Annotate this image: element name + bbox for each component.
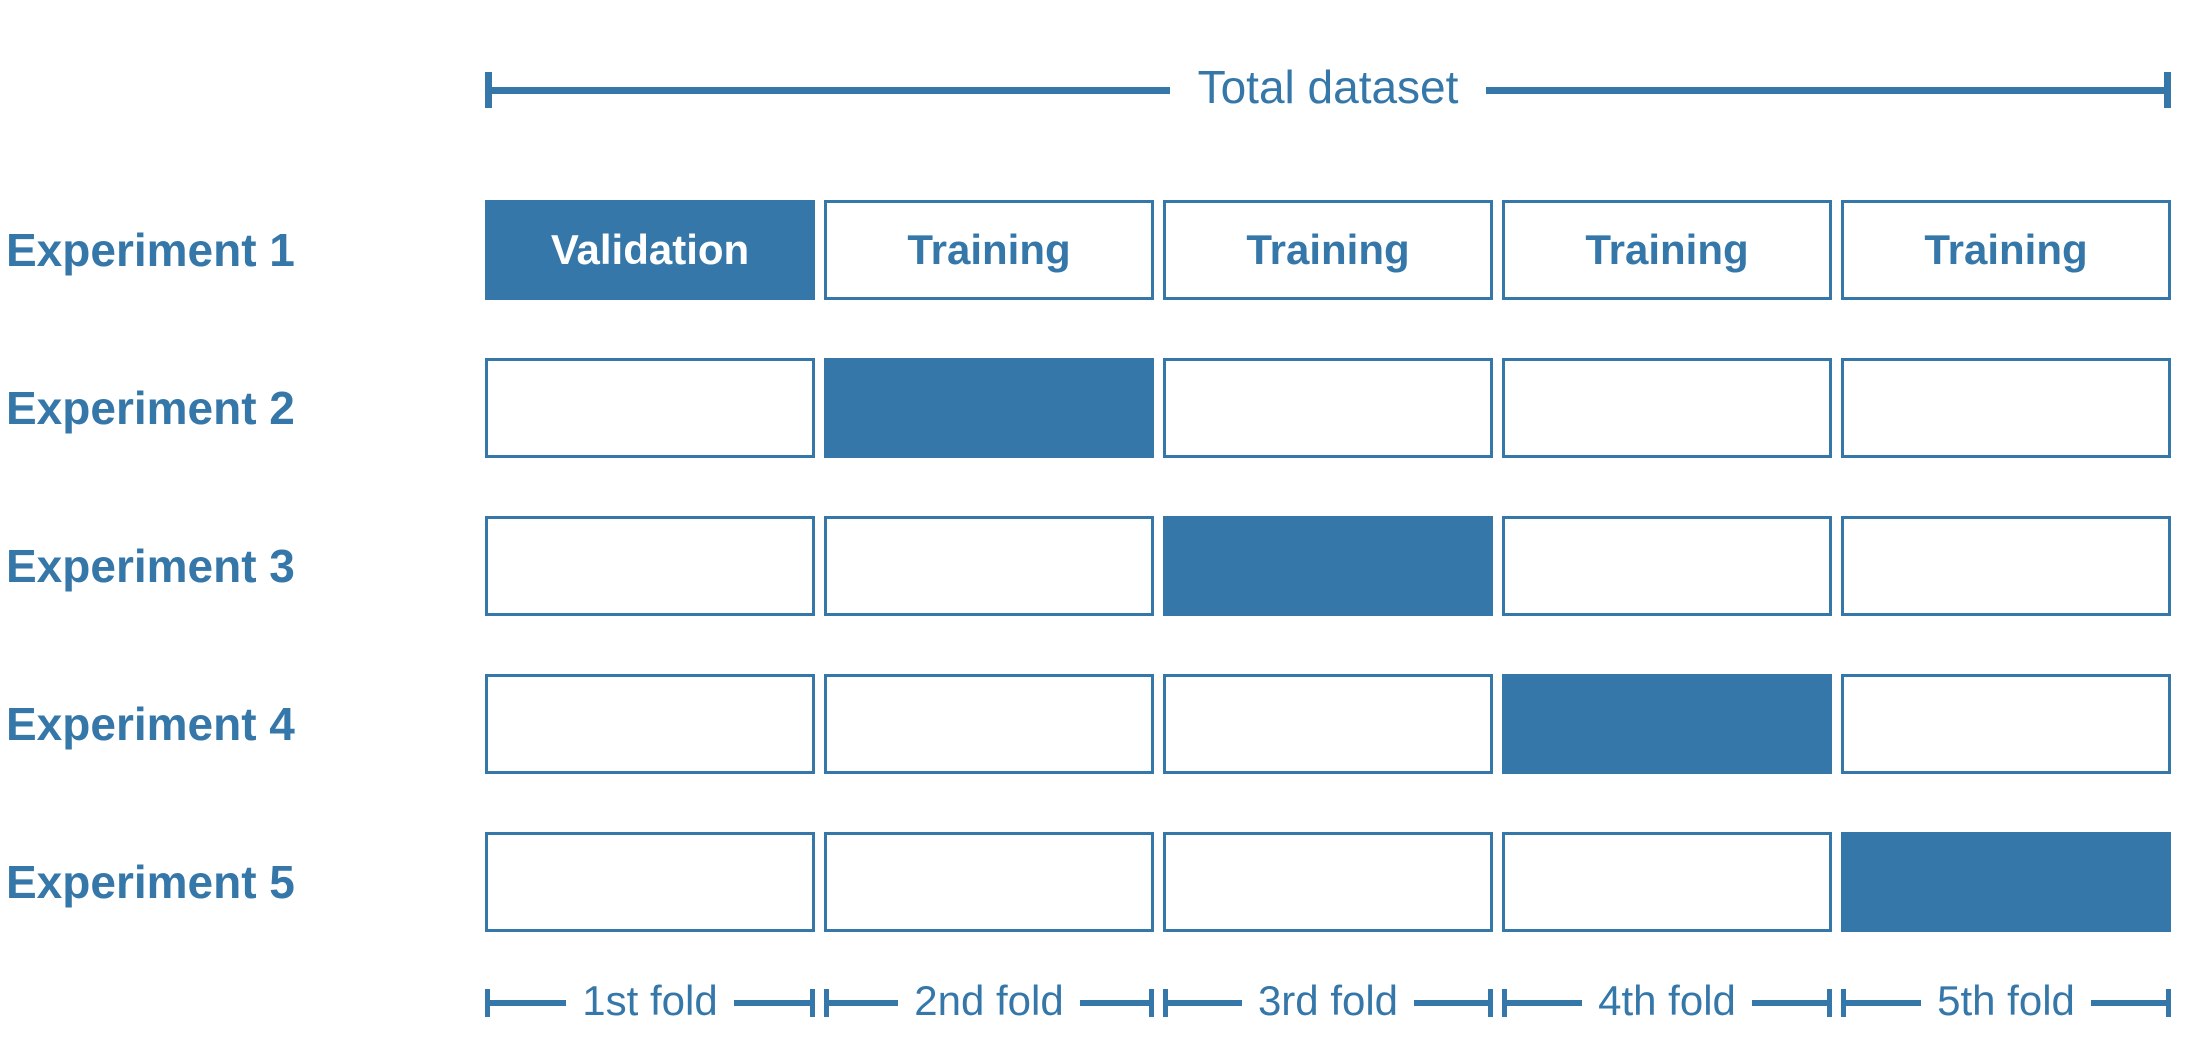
fold-cells [485,674,2171,774]
bracket-left-line [492,86,1170,94]
fold-label: 4th fold [1598,977,1736,1024]
fold-cell [1841,358,2171,458]
fold-cell [1841,832,2171,932]
total-dataset-label: Total dataset [1197,61,1459,113]
bracket-right-tick-icon [2164,72,2171,108]
fold-cell [1163,516,1493,616]
fold-cell [1502,674,1832,774]
fold-cell: Training [1841,200,2171,300]
fold-cells [485,358,2171,458]
fold-cells: Validation Training Training Training Tr… [485,200,2171,300]
fold-cells [485,516,2171,616]
bracket-right-line [1486,86,2164,94]
experiment-row: Experiment 3 [0,516,2196,616]
fold-left-tick-icon [1841,989,1846,1017]
fold-cells [485,832,2171,932]
fold-cell: Training [1163,200,1493,300]
fold-right-line [1751,1000,1827,1006]
fold-right-line [1414,1000,1488,1006]
fold-right-line [733,1000,811,1006]
total-dataset-bracket: Total dataset [485,62,2171,118]
fold-cell [1841,674,2171,774]
fold-cell [485,516,815,616]
experiment-label: Experiment 2 [6,382,295,434]
fold-right-tick-icon [1488,989,1493,1017]
fold-left-line [490,1000,567,1006]
fold-label: 2nd fold [914,977,1064,1024]
fold-cell [824,358,1154,458]
fold-left-tick-icon [1502,989,1507,1017]
fold-right-line [2090,1000,2166,1006]
fold-cell [1163,674,1493,774]
fold-right-tick-icon [1149,989,1154,1017]
fold-cell [1163,832,1493,932]
fold-right-tick-icon [1827,989,1832,1017]
experiment-label: Experiment 4 [6,698,295,750]
fold-cell [485,832,815,932]
experiment-label: Experiment 1 [6,224,295,276]
experiment-row: Experiment 1 Validation Training Trainin… [0,200,2196,300]
fold-label: 1st fold [582,977,718,1024]
fold-axis-item: 3rd fold [1163,975,1493,1031]
experiment-label: Experiment 5 [6,856,295,908]
fold-right-tick-icon [810,989,816,1017]
fold-cell [824,516,1154,616]
fold-left-line [1846,1000,1922,1006]
fold-cell [1163,358,1493,458]
fold-left-tick-icon [824,989,829,1017]
fold-right-tick-icon [2166,989,2171,1017]
fold-label: 3rd fold [1257,977,1399,1024]
fold-cell [485,358,815,458]
fold-cell [1502,358,1832,458]
fold-left-line [1168,1000,1242,1006]
fold-cell [485,674,815,774]
fold-axis-item: 1st fold [485,975,816,1031]
experiment-row: Experiment 4 [0,674,2196,774]
experiment-row: Experiment 5 [0,832,2196,932]
experiment-row: Experiment 2 [0,358,2196,458]
fold-axis-item: 4th fold [1502,975,1832,1031]
fold-axis-item: 5th fold [1841,975,2171,1031]
fold-cell: Training [824,200,1154,300]
experiment-label: Experiment 3 [6,540,295,592]
fold-axis: 1st fold 2nd fold 3rd fold 4th fold [485,975,2171,1031]
fold-cell [824,674,1154,774]
fold-left-line [829,1000,899,1006]
fold-cell: Training [1502,200,1832,300]
fold-cell [824,832,1154,932]
fold-cell [1502,516,1832,616]
fold-left-tick-icon [485,989,490,1017]
fold-axis-item: 2nd fold [824,975,1154,1031]
fold-right-line [1079,1000,1149,1006]
bracket-left-tick-icon [485,72,492,108]
fold-cell [1502,832,1832,932]
fold-cell [1841,516,2171,616]
fold-left-line [1507,1000,1583,1006]
fold-left-tick-icon [1163,989,1168,1017]
fold-label: 5th fold [1937,977,2075,1024]
fold-cell: Validation [485,200,815,300]
